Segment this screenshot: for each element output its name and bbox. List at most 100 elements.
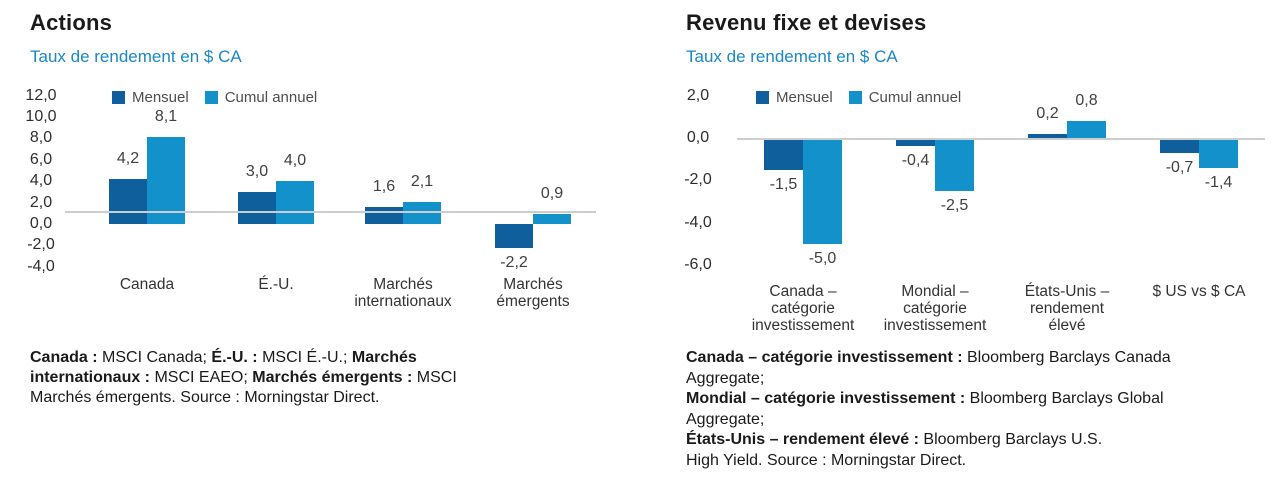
bar-value-label: -1,5 bbox=[769, 175, 798, 193]
footnote-text: Marchés émergents. Source : Morningstar … bbox=[30, 389, 380, 406]
chart-legend: Mensuel Cumul annuel bbox=[756, 88, 962, 106]
footnote-line: Marchés émergents. Source : Morningstar … bbox=[30, 388, 640, 408]
footnote-index-name: Canada – catégorie investissement : bbox=[686, 349, 963, 366]
bar-value-label: 0,2 bbox=[1036, 104, 1059, 122]
y-axis-tick-label: 0,0 bbox=[29, 215, 53, 232]
legend-item: Cumul annuel bbox=[204, 88, 318, 106]
footnote-line: Aggregate; bbox=[686, 369, 1286, 390]
y-axis-tick-label: 0,0 bbox=[686, 129, 710, 146]
y-axis-tick-label: -4,0 bbox=[27, 257, 55, 275]
legend-label: Cumul annuel bbox=[868, 88, 962, 106]
bar-cumul-annuel bbox=[1199, 138, 1238, 168]
bar-value-label: 4,2 bbox=[116, 150, 140, 168]
bar-value-label: 8,1 bbox=[154, 108, 178, 126]
legend-color-swatch bbox=[756, 90, 769, 104]
footnote-line: internationaux : MSCI EAEO; Marchés émer… bbox=[30, 368, 640, 388]
bar-mensuel bbox=[495, 224, 533, 248]
legend-item: Mensuel bbox=[756, 89, 833, 106]
bar-value-label: 1,6 bbox=[372, 177, 396, 195]
y-axis-tick-label: 2,0 bbox=[29, 193, 53, 211]
legend-item: Mensuel bbox=[112, 89, 189, 106]
footnote-line: High Yield. Source : Morningstar Direct. bbox=[686, 451, 1286, 472]
legend-color-swatch bbox=[204, 90, 218, 104]
chart-title: Revenu fixe et devises bbox=[686, 10, 927, 35]
y-axis-tick-label: -2,0 bbox=[684, 171, 712, 189]
bar-mensuel bbox=[764, 138, 803, 170]
bar-mensuel bbox=[1028, 133, 1067, 138]
footnote-index-name: Mondial – catégorie investissement : bbox=[686, 390, 966, 407]
y-axis-tick-label: 12,0 bbox=[25, 86, 57, 104]
legend-label: Cumul annuel bbox=[224, 88, 318, 106]
footnote-text: High Yield. Source : Morningstar Direct. bbox=[686, 451, 967, 469]
footnote-text: MSCI Canada; bbox=[97, 349, 212, 366]
equities-footnote: Canada : MSCI Canada; É.-U. : MSCI É.-U.… bbox=[30, 348, 640, 408]
bar-value-label: -5,0 bbox=[808, 250, 837, 267]
bar-cumul-annuel bbox=[533, 214, 571, 224]
legend-color-swatch bbox=[112, 90, 125, 104]
y-axis-tick-label: 8,0 bbox=[29, 129, 53, 147]
footnote-line: Canada – catégorie investissement : Bloo… bbox=[686, 348, 1286, 369]
footnote-line: Mondial – catégorie investissement : Blo… bbox=[686, 389, 1286, 410]
chart-title: Actions bbox=[30, 10, 113, 35]
legend-label: Mensuel bbox=[776, 88, 833, 106]
bar-value-label: -0,7 bbox=[1165, 158, 1194, 176]
bar-value-label: 0,8 bbox=[1075, 92, 1098, 110]
bar-value-label: -2,5 bbox=[940, 197, 969, 214]
fixed-income-footnote: Canada – catégorie investissement : Bloo… bbox=[686, 348, 1286, 471]
footnote-index-name: Canada : bbox=[30, 349, 98, 366]
bar-cumul-annuel bbox=[276, 181, 314, 224]
y-axis-tick-label: 10,0 bbox=[25, 108, 57, 125]
bar-mensuel bbox=[896, 138, 935, 147]
bar-cumul-annuel bbox=[1067, 121, 1106, 138]
y-axis-tick-label: -4,0 bbox=[684, 213, 712, 231]
bar-cumul-annuel bbox=[803, 138, 842, 244]
footnote-text: MSCI É.-U.; bbox=[257, 349, 352, 366]
bar-mensuel bbox=[109, 179, 147, 224]
footnote-index-name: internationaux : bbox=[30, 369, 151, 386]
zero-axis-line bbox=[65, 211, 596, 213]
bar-value-label: -0,4 bbox=[901, 152, 930, 170]
y-axis-tick-label: 4,0 bbox=[29, 172, 53, 190]
x-axis-category-label: $ US vs $ CA bbox=[1152, 283, 1246, 300]
legend-color-swatch bbox=[848, 90, 862, 104]
y-axis-tick-label: 2,0 bbox=[686, 86, 710, 104]
x-axis-category-label: Marchés émergents bbox=[496, 276, 570, 310]
chart-subtitle: Taux de rendement en $ CA bbox=[30, 47, 242, 66]
legend-label: Mensuel bbox=[132, 88, 189, 106]
bar-cumul-annuel bbox=[935, 138, 974, 191]
legend-item: Cumul annuel bbox=[848, 88, 962, 106]
x-axis-category-label: Canada – catégorie investissement bbox=[751, 283, 855, 334]
y-axis-tick-label: -2,0 bbox=[27, 236, 55, 254]
footnote-line: Aggregate; bbox=[686, 410, 1286, 431]
bar-value-label: -2,2 bbox=[500, 253, 528, 271]
footnote-text: Aggregate; bbox=[686, 410, 765, 428]
footnote-text: Bloomberg Barclays Canada bbox=[962, 349, 1171, 366]
bar-mensuel bbox=[1160, 138, 1199, 153]
footnote-text: Aggregate; bbox=[686, 369, 765, 387]
chart-subtitle: Taux de rendement en $ CA bbox=[686, 47, 898, 66]
footnote-index-name: Marchés émergents : bbox=[252, 369, 413, 386]
bar-cumul-annuel bbox=[147, 137, 185, 224]
x-axis-category-label: Marchés internationaux bbox=[354, 276, 452, 310]
footnote-line: Canada : MSCI Canada; É.-U. : MSCI É.-U.… bbox=[30, 348, 640, 368]
bar-value-label: 3,0 bbox=[245, 162, 269, 180]
footnote-index-name: É.-U. : bbox=[211, 349, 258, 366]
fixed-income-chart: Revenu fixe et devises Taux de rendement… bbox=[684, 10, 1286, 476]
bar-value-label: 2,1 bbox=[410, 172, 434, 190]
chart-legend: Mensuel Cumul annuel bbox=[112, 88, 318, 106]
footnote-text: Bloomberg Barclays Global bbox=[965, 390, 1164, 407]
footnote-index-name: États-Unis – rendement élevé : bbox=[686, 431, 919, 448]
x-axis-category-label: Mondial – catégorie investissement bbox=[883, 283, 987, 334]
bar-value-label: -1,4 bbox=[1204, 173, 1233, 191]
bar-value-label: 4,0 bbox=[283, 152, 307, 170]
bar-mensuel bbox=[238, 191, 276, 224]
zero-axis-line bbox=[737, 138, 1265, 140]
bar-mensuel bbox=[365, 206, 403, 224]
footnote-text: MSCI EAEO; bbox=[150, 369, 253, 386]
footnote-line: États-Unis – rendement élevé : Bloomberg… bbox=[686, 430, 1286, 451]
x-axis-category-label: É.-U. bbox=[258, 276, 294, 293]
y-axis-tick-label: 6,0 bbox=[29, 150, 53, 168]
footnote-index-name: Marchés bbox=[351, 349, 417, 366]
footnote-text: MSCI bbox=[412, 369, 457, 386]
